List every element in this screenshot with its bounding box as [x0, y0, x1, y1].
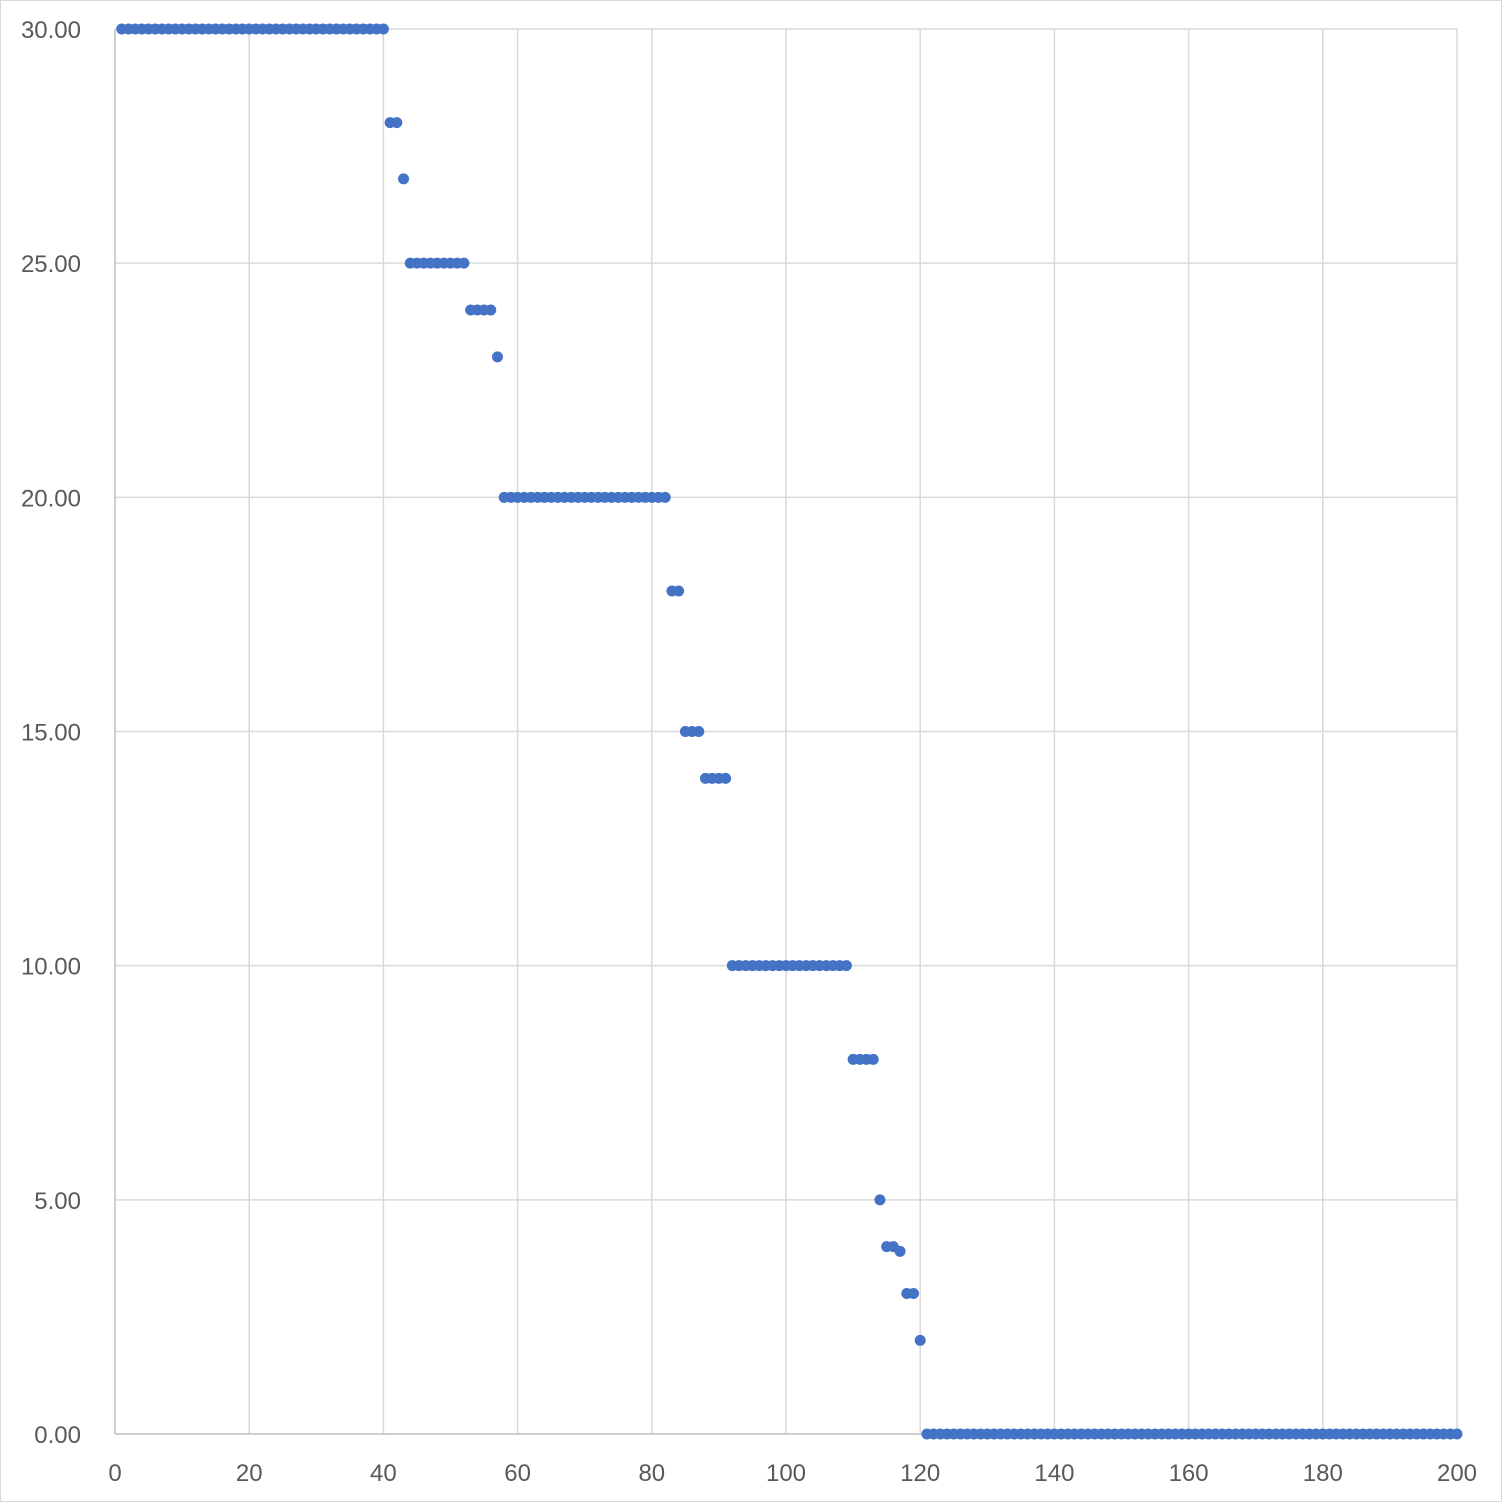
data-point	[485, 304, 497, 316]
y-tick-label: 25.00	[21, 251, 81, 278]
tick-labels: 0 20 40 60 80 100 120 140 160 180 200 0.00 5.00 10.00…	[21, 17, 1477, 1487]
y-tick-label: 15.00	[21, 720, 81, 747]
x-tick-label: 120	[900, 1460, 940, 1487]
data-point	[659, 491, 671, 503]
data-point	[391, 117, 403, 129]
x-tick-label: 0	[108, 1460, 121, 1487]
y-tick-label: 20.00	[21, 485, 81, 512]
data-point	[914, 1334, 926, 1346]
data-point	[491, 351, 503, 363]
data-point	[673, 585, 685, 597]
x-tick-label: 60	[504, 1460, 531, 1487]
data-point	[907, 1288, 919, 1299]
y-tick-label: 5.00	[34, 1188, 81, 1215]
y-tick-label: 10.00	[21, 954, 81, 981]
x-tick-label: 180	[1303, 1460, 1343, 1487]
x-tick-label: 200	[1437, 1460, 1477, 1487]
data-point	[398, 173, 410, 185]
x-tick-label: 20	[236, 1460, 263, 1487]
data-point	[377, 23, 389, 35]
x-tick-label: 100	[766, 1460, 806, 1487]
data-point	[874, 1194, 886, 1206]
data-point	[867, 1053, 879, 1065]
x-tick-label: 140	[1034, 1460, 1074, 1487]
data-point	[1451, 1428, 1463, 1440]
data-point	[840, 960, 852, 972]
data-points	[116, 23, 1463, 1440]
data-point	[720, 772, 732, 784]
y-tick-label: 0.00	[34, 1422, 81, 1449]
data-point	[458, 257, 470, 269]
data-point	[693, 726, 705, 737]
y-tick-label: 30.00	[21, 17, 81, 44]
gridlines	[115, 28, 1458, 1434]
x-tick-label: 40	[370, 1460, 397, 1487]
data-point	[894, 1245, 906, 1257]
x-tick-label: 80	[638, 1460, 665, 1487]
x-tick-label: 160	[1169, 1460, 1209, 1487]
